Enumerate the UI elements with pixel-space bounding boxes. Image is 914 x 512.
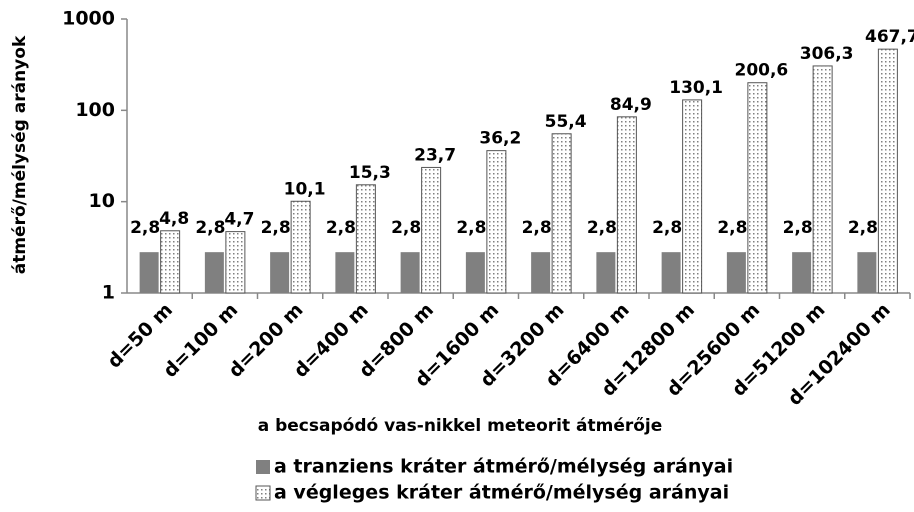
bar: [465, 252, 485, 293]
value-label: 2,8: [130, 218, 160, 238]
legend-swatch: [256, 460, 270, 474]
value-label: 15,3: [349, 163, 391, 183]
bar: [616, 116, 637, 294]
value-label: 2,8: [326, 218, 356, 238]
value-label: 55,4: [545, 112, 587, 132]
value-label: 23,7: [414, 145, 456, 165]
bar: [486, 150, 507, 294]
bar: [355, 184, 376, 294]
bar: [747, 82, 768, 294]
bar: [596, 252, 616, 293]
value-label: 36,2: [479, 129, 521, 149]
bar: [400, 252, 420, 293]
bar: [792, 252, 812, 293]
y-tick-label: 1000: [62, 8, 115, 30]
value-label: 130,1: [669, 78, 723, 98]
bar: [225, 231, 246, 294]
bar: [290, 200, 311, 294]
value-label: 4,8: [159, 209, 189, 229]
value-label: 2,8: [587, 218, 617, 238]
value-label: 200,6: [734, 61, 788, 81]
bar: [335, 252, 355, 293]
value-label: 467,7: [865, 27, 914, 47]
value-label: 2,8: [783, 218, 813, 238]
value-label: 2,8: [522, 218, 552, 238]
bar: [857, 252, 877, 293]
legend-label: a végleges kráter átmérő/mélység arányai: [274, 482, 729, 504]
bar: [204, 252, 224, 293]
legend-swatch: [255, 485, 271, 501]
value-label: 2,8: [195, 218, 225, 238]
bar: [139, 252, 159, 293]
y-tick-label: 100: [75, 99, 115, 121]
value-label: 10,1: [284, 179, 326, 199]
bar: [531, 252, 551, 293]
bar: [421, 166, 442, 294]
value-label: 306,3: [800, 44, 854, 64]
bar: [551, 133, 572, 294]
value-label: 84,9: [610, 95, 652, 115]
bar: [812, 65, 833, 294]
y-axis-title: átmérő/mélység arányok: [10, 35, 30, 274]
value-label: 2,8: [391, 218, 421, 238]
legend-label: a tranziens kráter átmérő/mélység aránya…: [274, 456, 733, 478]
bar: [160, 230, 181, 294]
bar: [682, 99, 703, 294]
value-label: 2,8: [848, 218, 878, 238]
value-label: 2,8: [717, 218, 747, 238]
bar: [270, 252, 290, 293]
value-label: 2,8: [652, 218, 682, 238]
value-label: 2,8: [456, 218, 486, 238]
y-tick-label: 1: [102, 282, 115, 304]
value-label: 4,7: [224, 210, 254, 230]
x-axis-title: a becsapódó vas-nikkel meteorit átmérője: [258, 416, 663, 436]
bar: [877, 48, 898, 294]
bar: [726, 252, 746, 293]
bar: [661, 252, 681, 293]
value-label: 2,8: [261, 218, 291, 238]
y-tick-label: 10: [89, 190, 115, 212]
